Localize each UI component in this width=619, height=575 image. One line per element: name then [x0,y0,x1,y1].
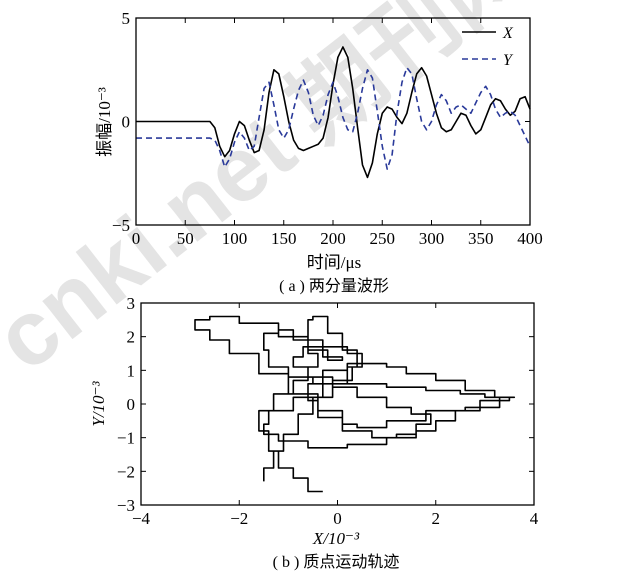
x-tick-label: 200 [320,229,346,248]
x-tick-label: 300 [419,229,445,248]
x-tick-label: −2 [230,509,248,528]
y-tick-label: 3 [127,294,136,313]
y-tick-label: 0 [122,113,131,132]
x-tick-label: 250 [370,229,396,248]
chart-b-caption: ( b ) 质点运动轨迹 [273,553,400,571]
y-tick-label: 5 [122,9,131,28]
watermark: cnki.net 期刊网 [0,0,551,390]
x-tick-label: 50 [177,229,194,248]
x-tick-label: 400 [517,229,543,248]
y-tick-label: −1 [117,429,135,448]
series-line-trajectory [195,317,514,492]
watermark-text: cnki.net 期刊网 [0,0,551,390]
y-tick-label: 1 [127,361,136,380]
chart-a-y-axis-label: 振幅/10⁻³ [95,87,114,157]
y-tick-label: 0 [127,395,136,414]
legend-y-label: Y [503,52,514,69]
y-tick-label: 2 [127,328,136,347]
y-tick-label: −2 [117,462,135,481]
chart-a-x-tick-labels: 0 50 100 150 200 250 300 350 400 [132,229,543,248]
x-tick-label: 2 [432,509,441,528]
x-tick-label: 350 [468,229,494,248]
chart-a-caption: ( a ) 两分量波形 [279,277,389,295]
x-tick-label: 150 [271,229,297,248]
x-tick-label: 100 [222,229,248,248]
chart-b-y-axis-label: Y/10⁻³ [89,380,108,426]
y-tick-label: −5 [112,216,130,235]
chart-a-x-axis-label: 时间/μs [307,253,361,272]
chart-b-x-tick-labels: −4 −2 0 2 4 [132,509,539,528]
legend-x-label: X [502,25,514,42]
y-tick-label: −3 [117,496,135,515]
chart-b-series [195,317,514,492]
chart-b-x-axis-label: X/10⁻³ [312,529,360,548]
x-tick-label: 0 [333,509,342,528]
x-tick-label: 4 [530,509,539,528]
x-tick-label: 0 [132,229,141,248]
